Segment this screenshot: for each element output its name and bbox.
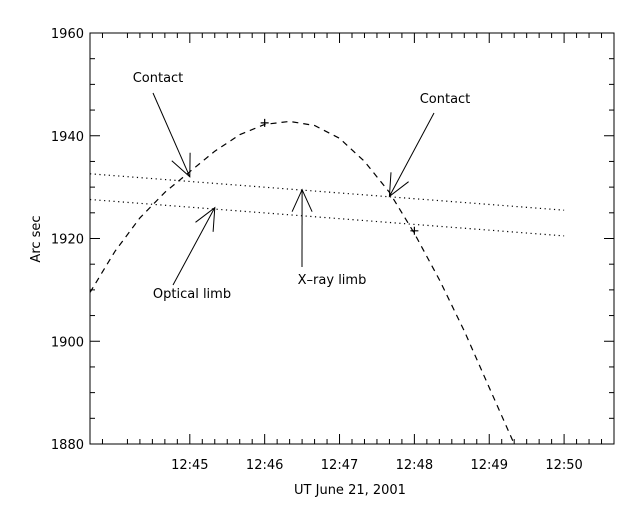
x-tick-label: 12:46	[246, 458, 283, 473]
y-tick-label: 1940	[51, 130, 84, 145]
x-axis-label: UT June 21, 2001	[294, 483, 406, 498]
plot-frame	[89, 32, 615, 445]
annotation-label: X–ray limb	[298, 273, 367, 288]
x-tick-label: 12:49	[471, 458, 508, 473]
x-tick-label: 12:45	[171, 458, 208, 473]
annotation-arrow-head	[388, 172, 409, 198]
marker-group	[260, 118, 419, 235]
x-tick-label: 12:48	[396, 458, 433, 473]
series-group	[89, 120, 565, 445]
y-tick-label: 1880	[51, 438, 84, 453]
annotation-label: Contact	[420, 92, 471, 107]
y-axis-label: Arc sec	[29, 215, 44, 262]
plus-marker	[260, 118, 269, 127]
x-tick-label: 12:50	[545, 458, 582, 473]
annotation-arrow-head	[291, 188, 313, 212]
y-tick-label: 1900	[51, 335, 84, 350]
optical-limb-line	[89, 198, 565, 237]
annotation-arrow-head	[195, 206, 216, 232]
annotation-label: Contact	[133, 71, 184, 86]
annotation-label: Optical limb	[153, 287, 231, 302]
y-tick-label: 1960	[51, 27, 84, 42]
trajectory-curve	[89, 120, 515, 445]
tick-marks: 12:45 12:46 12:47 12:48 12:49 12:50 1880 1900 19…	[51, 27, 615, 473]
y-tick-label: 1920	[51, 233, 84, 248]
annotation-arrow-shaft	[152, 92, 191, 178]
annotation-arrow-head	[171, 152, 191, 178]
plus-marker	[410, 226, 419, 235]
annotation-group: Contact Contact Optical limb X–ray limb	[133, 71, 471, 302]
annotation-arrow-shaft	[388, 112, 435, 197]
annotation-arrow-shaft	[172, 207, 216, 286]
x-tick-label: 12:47	[321, 458, 358, 473]
